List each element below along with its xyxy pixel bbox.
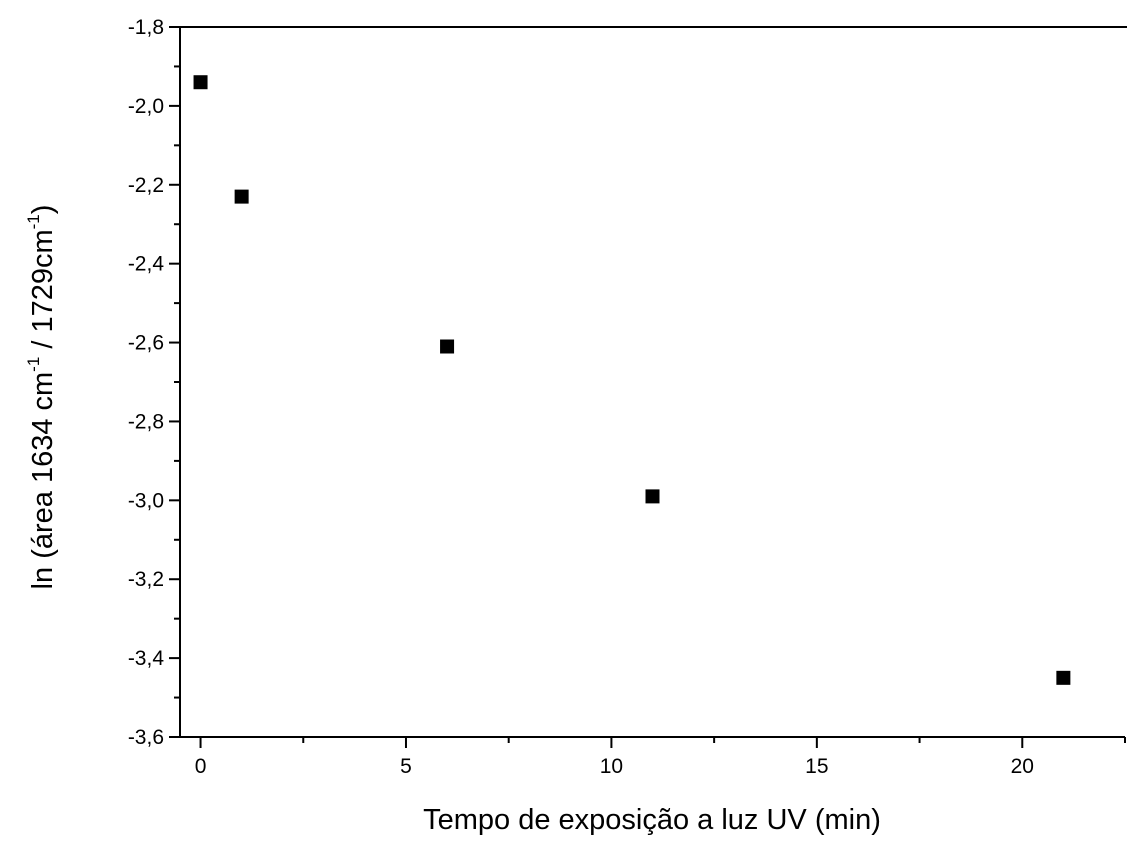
y-axis-title-sup1: -1 <box>24 357 43 372</box>
y-tick-label: -2,2 <box>128 174 164 197</box>
y-tick-label: -3,0 <box>128 489 164 512</box>
y-tick-label: -2,4 <box>128 253 165 276</box>
x-tick-label: 15 <box>805 755 828 778</box>
x-tick-label: 10 <box>600 755 623 778</box>
tick-labels: -3,6 -3,4 -3,2 -3,0 -2,8 -2,6 -2,4 -2,2 -2,0 -1,8… <box>128 16 1034 778</box>
x-tick-label: 5 <box>400 755 412 778</box>
x-tick-label: 20 <box>1011 755 1034 778</box>
y-tick-label: -1,8 <box>128 16 164 39</box>
data-point <box>193 75 208 90</box>
data-point <box>440 339 455 354</box>
y-axis-title-suffix: ) <box>27 205 59 215</box>
y-tick-label: -3,2 <box>128 568 164 591</box>
x-axis-title: Tempo de exposição a luz UV (min) <box>423 804 881 836</box>
y-axis-title-middle: / 1729cm <box>27 229 59 356</box>
x-tick-label: 0 <box>195 755 207 778</box>
y-tick-label: -2,6 <box>128 332 164 355</box>
y-tick-label: -2,8 <box>128 410 164 433</box>
y-tick-label: -3,6 <box>128 726 164 749</box>
data-point <box>1056 670 1071 685</box>
ticks <box>169 26 1126 748</box>
y-tick-label: -2,0 <box>128 95 164 118</box>
y-tick-label: -3,4 <box>128 647 165 670</box>
y-axis-title-prefix: ln (área 1634 cm <box>27 372 59 590</box>
data-points <box>193 75 1071 685</box>
axes <box>179 26 1127 738</box>
y-axis-title: ln (área 1634 cm-1 / 1729cm-1) <box>24 205 59 590</box>
data-point <box>645 489 660 504</box>
data-point <box>234 189 249 204</box>
y-axis-title-sup2: -1 <box>24 214 43 229</box>
